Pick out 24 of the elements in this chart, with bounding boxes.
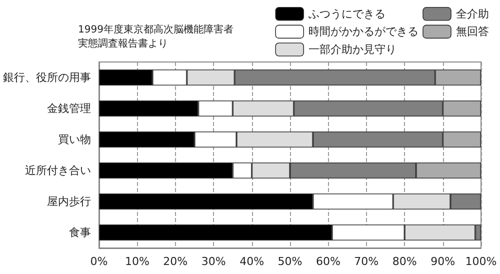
x-tick-label: 60% — [316, 255, 340, 268]
x-tick-label: 50% — [278, 255, 302, 268]
legend-label: 全介助 — [456, 7, 489, 20]
legend-label: 一部介助か見守り — [308, 43, 397, 56]
x-tick-label: 30% — [201, 255, 226, 268]
y-tick-label: 近所付き合い — [25, 164, 91, 177]
x-tick-label: 70% — [354, 255, 379, 268]
x-tick-label: 100% — [465, 255, 497, 268]
x-tick-label: 10% — [124, 255, 150, 268]
y-tick-label: 買い物 — [58, 133, 91, 146]
text: 1999年度東京都高次脳機能障害者 — [78, 24, 234, 36]
y-tick-label: 金銭管理 — [47, 102, 91, 115]
x-tick-label: 20% — [163, 255, 188, 268]
y-tick-label: 銀行、役所の用事 — [3, 71, 91, 84]
x-tick-label: 90% — [430, 255, 456, 268]
legend-label: 無回答 — [456, 25, 489, 38]
x-tick-label: 40% — [240, 255, 264, 268]
legend-label: 時間がかかるができる — [308, 25, 419, 38]
legend-label: ふつうにできる — [308, 7, 386, 20]
y-tick-label: 屋内歩行 — [47, 195, 91, 208]
x-tick-label: 80% — [392, 255, 417, 268]
text: 実態調査報告書より — [78, 38, 168, 50]
x-tick-label: 0% — [90, 255, 108, 268]
y-tick-label: 食事 — [69, 226, 91, 239]
